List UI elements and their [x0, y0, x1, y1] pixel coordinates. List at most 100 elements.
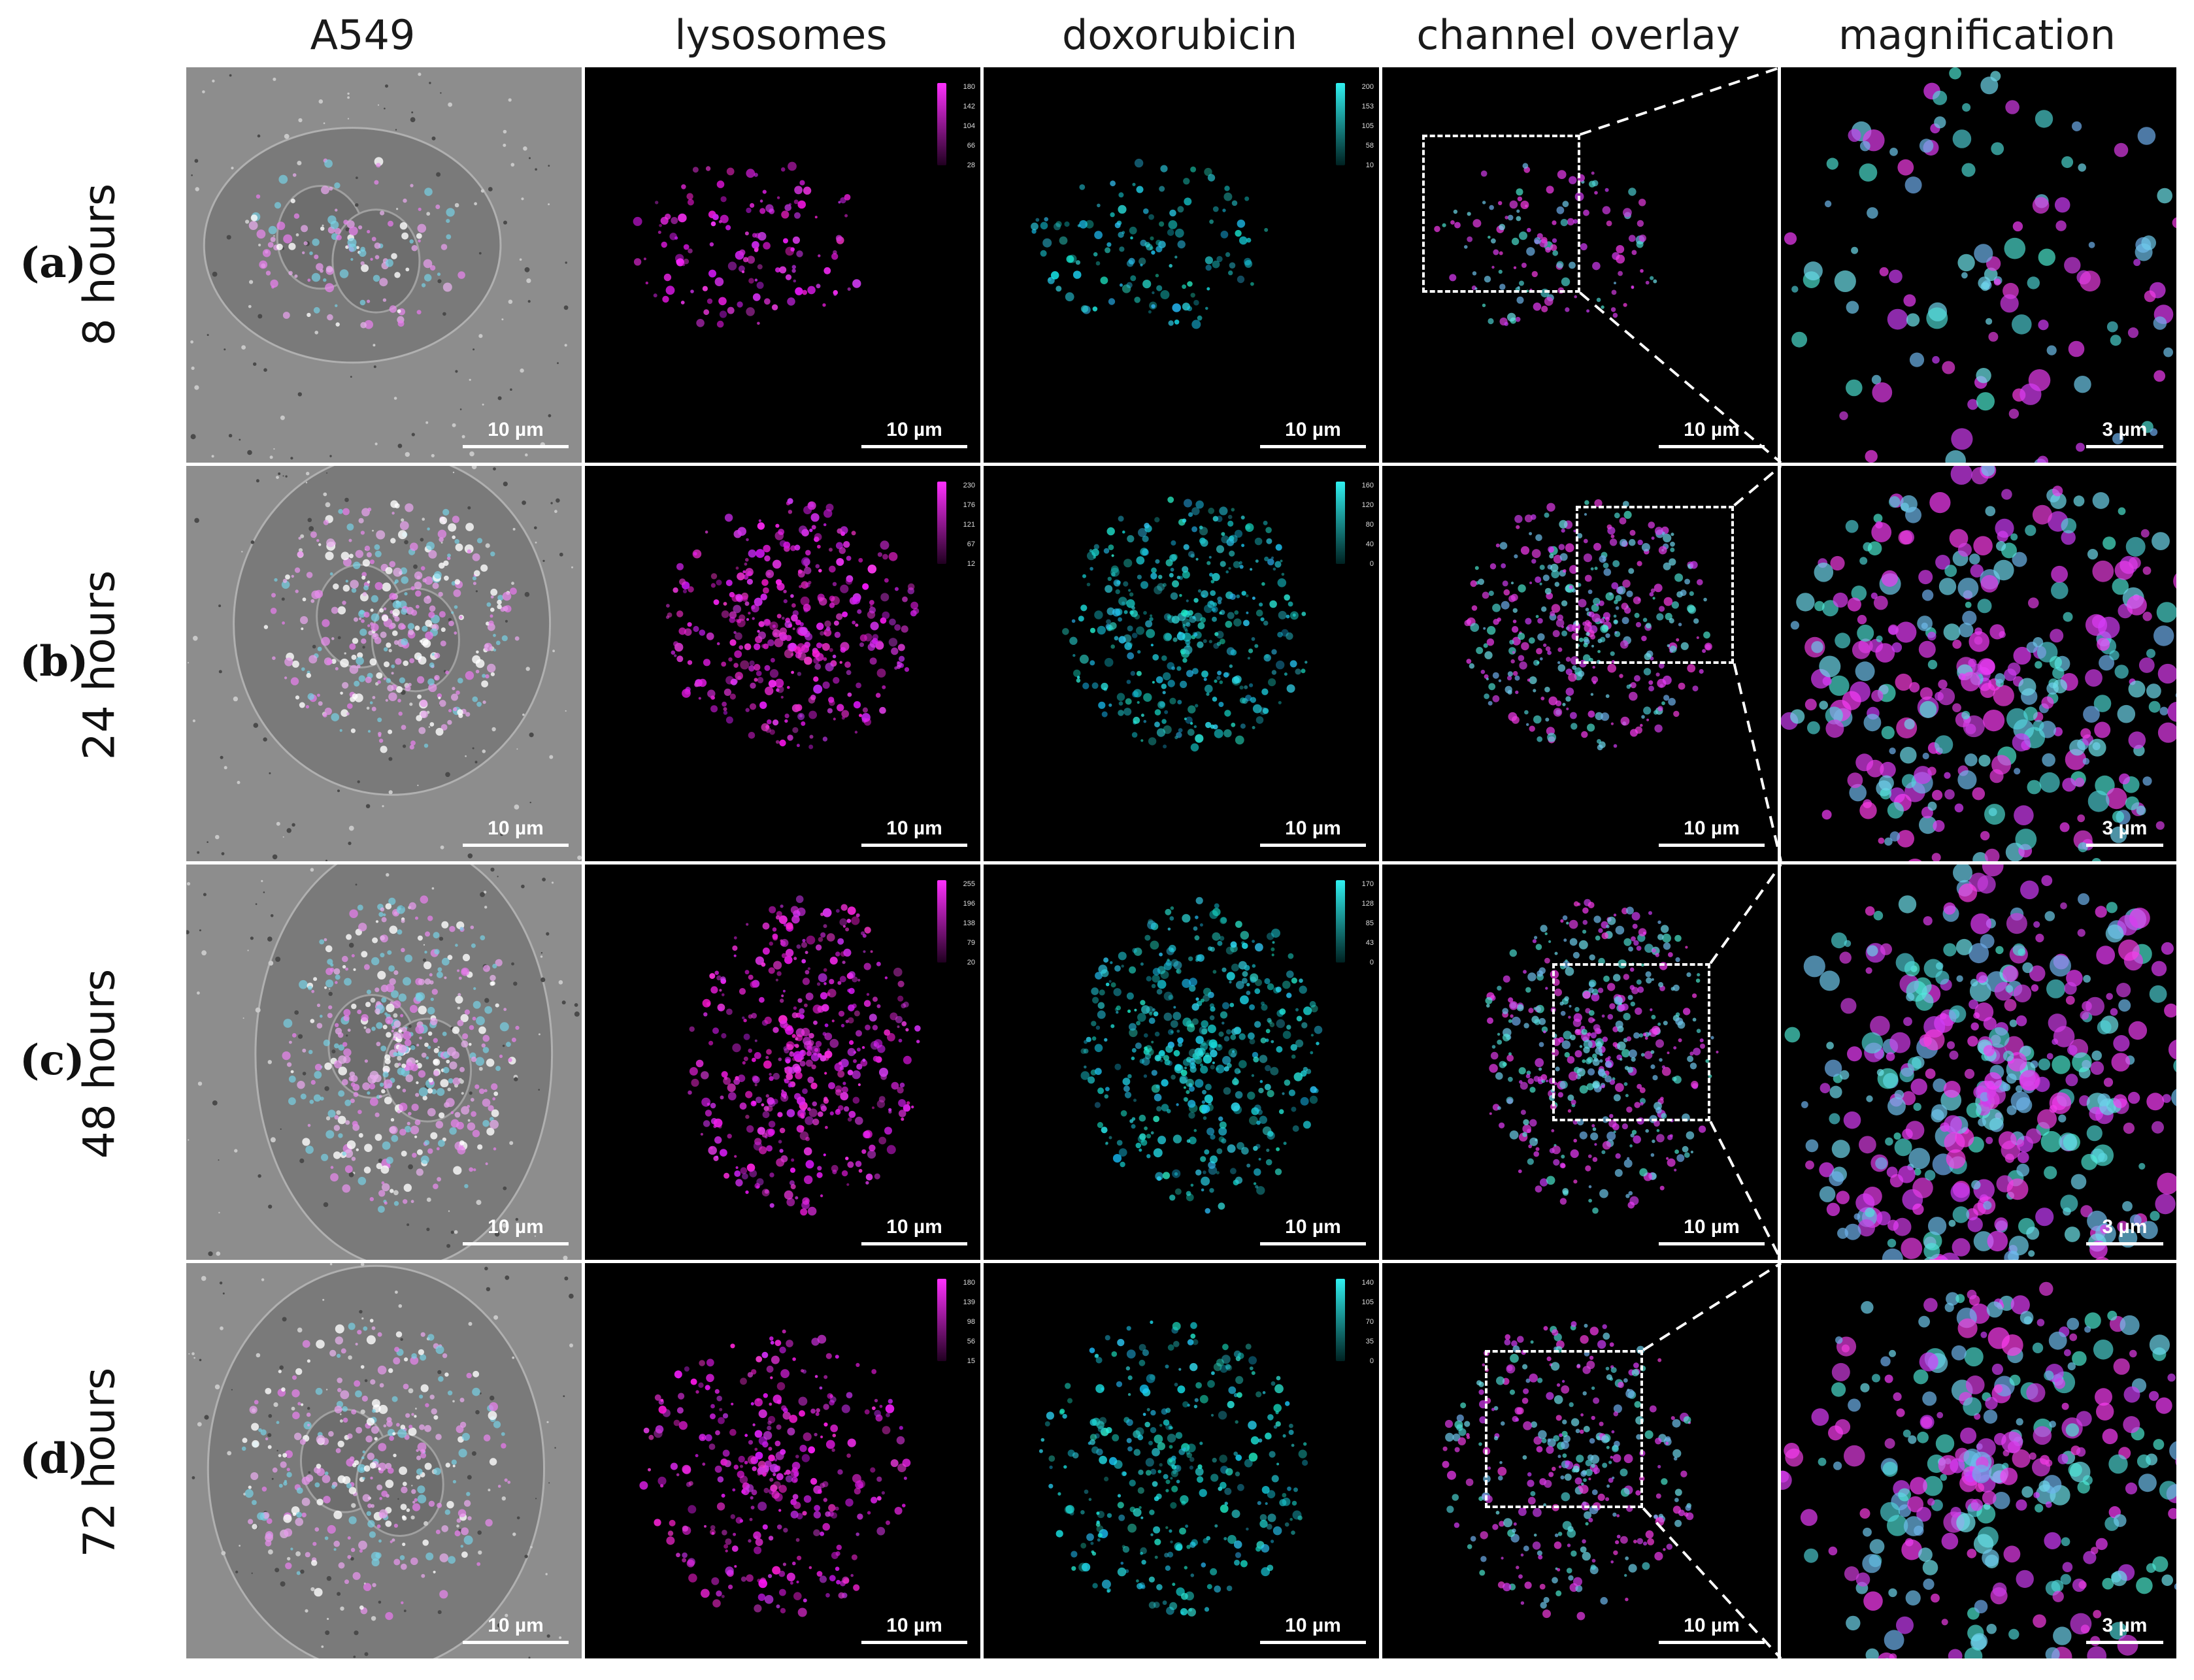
- dox-colorbar-ticks: 160 120 80 40 0: [1348, 479, 1374, 568]
- panel-magnification-row-1: 3 µm: [1781, 67, 2176, 463]
- scale-bar-line: [861, 1242, 967, 1245]
- scale-bar-line: [1659, 1242, 1765, 1245]
- panel-doxorubicin-row-4: 140 105 70 35 0 10 µm: [984, 1263, 1379, 1658]
- lyso-colorbar: [937, 83, 946, 165]
- panel-lysosomes-row-1: 180 142 104 66 28 10 µm: [585, 67, 980, 463]
- micrograph-image: [1434, 163, 1657, 326]
- roi-box: [1485, 1350, 1644, 1509]
- scale-bar-line: [463, 445, 569, 448]
- scale-bar-label: 10 µm: [488, 817, 544, 839]
- row-time-a: 8 hours: [74, 183, 125, 346]
- colorbar-tick-label: 0: [1369, 1357, 1374, 1365]
- scale-bar: 3 µm: [2086, 817, 2163, 847]
- panel-overlay-row-2: 10 µm: [1382, 466, 1778, 861]
- colorbar-tick-label: 200: [1361, 83, 1374, 91]
- colorbar-tick-label: 139: [963, 1298, 975, 1306]
- scale-bar: 10 µm: [861, 1615, 967, 1644]
- colorbar-tick-label: 85: [1365, 919, 1374, 927]
- colorbar-tick-label: 40: [1365, 540, 1374, 548]
- dox-colorbar: [1336, 1279, 1345, 1361]
- scale-bar: 10 µm: [463, 1216, 569, 1245]
- scale-bar-line: [861, 844, 967, 847]
- colorbar-tick-label: 196: [963, 900, 975, 908]
- scale-bar-label: 10 µm: [886, 817, 942, 839]
- panel-lysosomes-row-4: 180 139 98 56 15 10 µm: [585, 1263, 980, 1658]
- roi-box: [1552, 963, 1711, 1122]
- micrograph-image: [688, 895, 921, 1216]
- scale-bar-line: [861, 1641, 967, 1644]
- scale-bar: 10 µm: [1659, 419, 1765, 448]
- panel-brightfield-row-3: 10 µm: [186, 865, 582, 1260]
- colorbar-tick-label: 180: [963, 83, 975, 91]
- row-time-d: 72 hours: [74, 1367, 125, 1558]
- colorbar-tick-label: 15: [967, 1357, 975, 1365]
- scale-bar-line: [2086, 1242, 2163, 1245]
- row-time-b: 24 hours: [74, 570, 125, 761]
- colorbar-tick-label: 0: [1369, 959, 1374, 966]
- scale-bar-label: 10 µm: [1684, 1216, 1740, 1238]
- scale-bar-line: [463, 1242, 569, 1245]
- colorbar-tick-label: 80: [1365, 521, 1374, 529]
- panel-magnification-row-3: 3 µm: [1781, 865, 2176, 1260]
- colorbar-tick-label: 120: [1361, 501, 1374, 509]
- scale-bar: 10 µm: [463, 817, 569, 847]
- micrograph-image: [186, 1263, 582, 1658]
- scale-bar: 10 µm: [1260, 1216, 1366, 1245]
- colorbar-tick-label: 20: [967, 959, 975, 966]
- panel-overlay-row-1: 10 µm: [1382, 67, 1778, 463]
- dox-colorbar-ticks: 140 105 70 35 0: [1348, 1276, 1374, 1365]
- scale-bar: 10 µm: [463, 419, 569, 448]
- roi-box: [1421, 134, 1580, 293]
- micrograph-image: [1080, 897, 1323, 1214]
- scale-bar-label: 10 µm: [886, 1216, 942, 1238]
- micrograph-image: [1039, 1320, 1308, 1617]
- panel-doxorubicin-row-3: 170 128 85 43 0 10 µm: [984, 865, 1379, 1260]
- dox-colorbar-ticks: 200 153 105 58 10: [1348, 80, 1374, 169]
- scale-bar-line: [463, 1641, 569, 1644]
- column-header-overlay: channel overlay: [1416, 11, 1740, 59]
- colorbar-tick-label: 0: [1369, 560, 1374, 568]
- scale-bar-label: 10 µm: [1285, 817, 1341, 839]
- scale-bar: 10 µm: [1659, 1216, 1765, 1245]
- scale-bar: 10 µm: [463, 1615, 569, 1644]
- micrograph-image: [633, 161, 861, 328]
- scale-bar-label: 10 µm: [1684, 419, 1740, 440]
- lyso-colorbar-ticks: 180 142 104 66 28: [949, 80, 975, 169]
- panel-brightfield-row-2: 10 µm: [186, 466, 582, 861]
- colorbar-tick-label: 160: [1361, 482, 1374, 489]
- micrograph-image: [639, 1329, 911, 1617]
- scale-bar: 3 µm: [2086, 1615, 2163, 1644]
- micrograph-image: [186, 67, 582, 463]
- micrograph-image: [665, 498, 920, 749]
- panel-magnification-row-4: 3 µm: [1781, 1263, 2176, 1658]
- colorbar-tick-label: 104: [963, 122, 975, 130]
- colorbar-tick-label: 230: [963, 482, 975, 489]
- scale-bar-label: 10 µm: [886, 1615, 942, 1636]
- colorbar-tick-label: 58: [1365, 142, 1374, 150]
- panel-magnification-row-2: 3 µm: [1781, 466, 2176, 861]
- column-header-lysosomes: lysosomes: [674, 11, 888, 59]
- panel-overlay-row-4: 10 µm: [1382, 1263, 1778, 1658]
- row-time-c: 48 hours: [74, 968, 125, 1159]
- panel-lysosomes-row-3: 255 196 138 79 20 10 µm: [585, 865, 980, 1260]
- panel-doxorubicin-row-1: 200 153 105 58 10 10 µm: [984, 67, 1379, 463]
- scale-bar-line: [2086, 445, 2163, 448]
- colorbar-tick-label: 43: [1365, 939, 1374, 947]
- dox-colorbar: [1336, 83, 1345, 165]
- colorbar-tick-label: 35: [1365, 1338, 1374, 1345]
- micrograph-image: [1784, 865, 2176, 1260]
- lyso-colorbar: [937, 880, 946, 963]
- scale-bar: 10 µm: [861, 419, 967, 448]
- lyso-colorbar-ticks: 180 139 98 56 15: [949, 1276, 975, 1365]
- panel-overlay-row-3: 10 µm: [1382, 865, 1778, 1260]
- scale-bar-label: 3 µm: [2102, 1216, 2148, 1238]
- micrograph-image: [1781, 1281, 2176, 1658]
- micrograph-image: [1464, 499, 1712, 751]
- colorbar-tick-label: 12: [967, 560, 975, 568]
- colorbar-tick-label: 79: [967, 939, 975, 947]
- scale-bar-label: 10 µm: [1684, 817, 1740, 839]
- roi-box: [1576, 505, 1735, 664]
- dox-colorbar: [1336, 880, 1345, 963]
- scale-bar: 10 µm: [861, 817, 967, 847]
- micrograph-image: [186, 466, 582, 861]
